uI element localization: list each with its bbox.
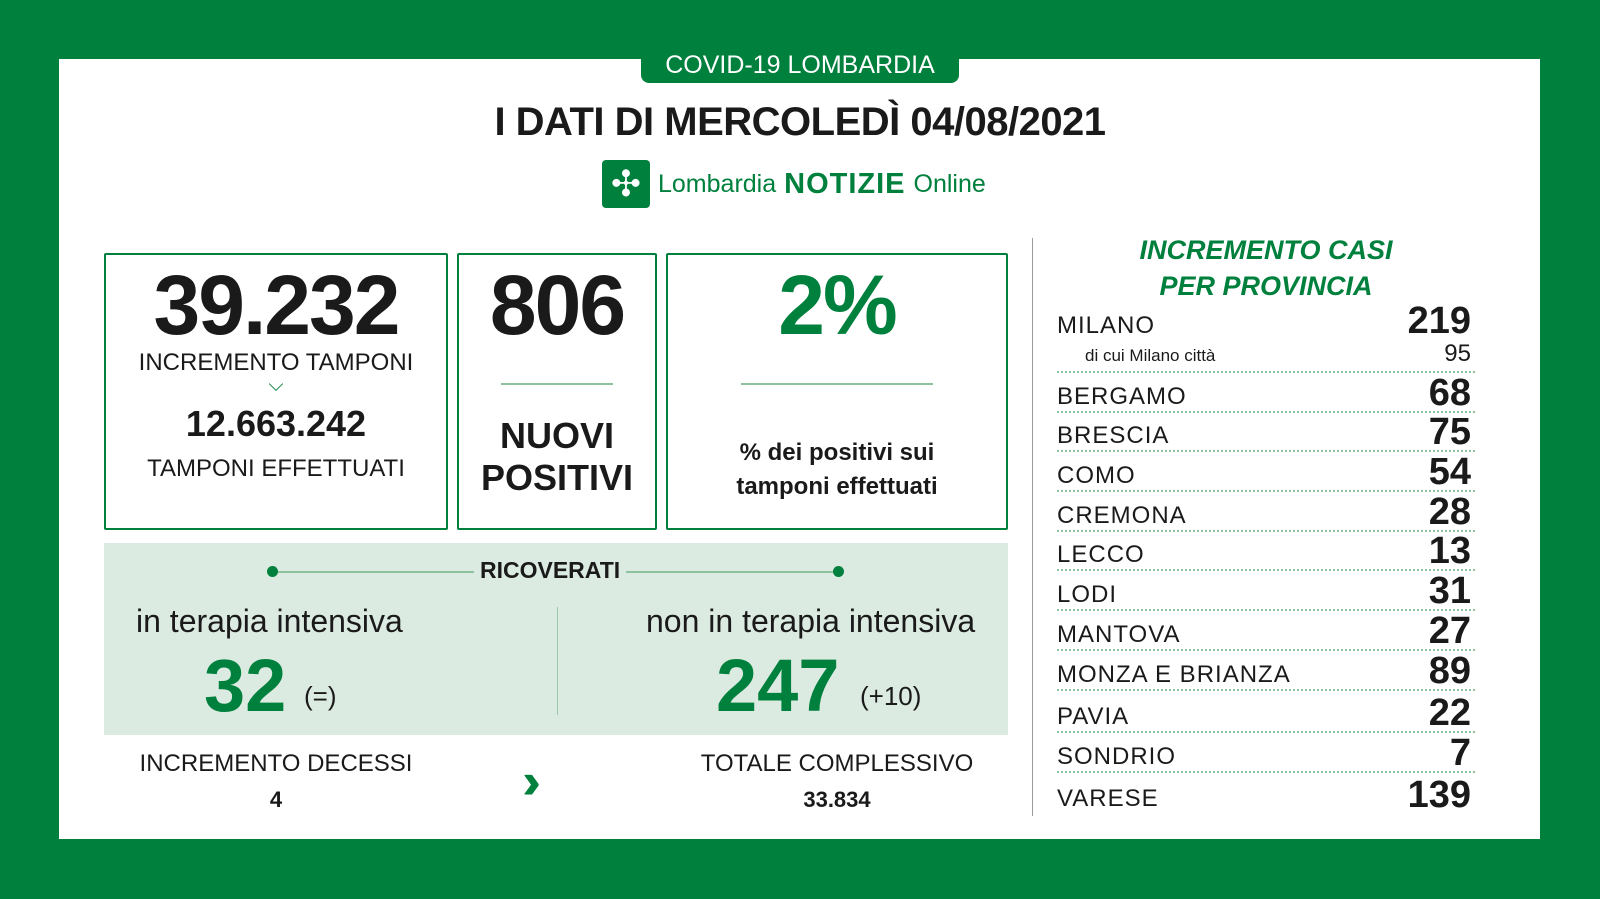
ti-delta: (=) xyxy=(304,681,337,711)
lombardia-rose-icon: ✣ xyxy=(602,160,650,208)
province-value: 54 xyxy=(1428,451,1471,493)
province-row: BRESCIA 75 xyxy=(1057,411,1475,453)
province-name: MILANO xyxy=(1057,312,1156,339)
positivi-label: NUOVI xyxy=(499,415,614,456)
province-value: 68 xyxy=(1428,372,1471,414)
province-name: COMO xyxy=(1057,462,1136,489)
header-tag: COVID-19 LOMBARDIA xyxy=(641,47,959,83)
province-row: LODI 31 xyxy=(1057,570,1475,612)
positivi-value: 806 xyxy=(489,258,626,352)
milano-city-value: 95 xyxy=(1444,340,1471,367)
province-row: MANTOVA 27 xyxy=(1057,610,1475,652)
province-value: 219 xyxy=(1407,300,1471,342)
ti-value: 32 xyxy=(204,644,287,727)
dot-icon xyxy=(833,566,844,577)
province-value: 27 xyxy=(1428,610,1471,652)
province-name: MANTOVA xyxy=(1057,621,1181,648)
province-name: PAVIA xyxy=(1057,703,1130,730)
province-name: LODI xyxy=(1057,581,1118,608)
decessi-label: INCREMENTO DECESSI xyxy=(139,750,413,777)
nti-delta: (+10) xyxy=(860,681,922,711)
percent-label: % dei positivi sui xyxy=(739,439,935,466)
percent-box: 2% % dei positivi sui tamponi effettuati xyxy=(666,253,1008,530)
province-value: 22 xyxy=(1428,692,1471,734)
province-row: LECCO 13 xyxy=(1057,530,1475,572)
logo: ✣ Lombardia NOTIZIE Online xyxy=(602,160,986,208)
province-name: BRESCIA xyxy=(1057,422,1170,449)
province-name: BERGAMO xyxy=(1057,383,1187,410)
chevrons-right-icon: ››› xyxy=(522,753,540,809)
logo-text: Lombardia xyxy=(658,169,777,198)
province-row: BERGAMO 68 xyxy=(1057,372,1475,414)
province-row: PAVIA 22 xyxy=(1057,692,1475,734)
province-value: 13 xyxy=(1428,530,1471,572)
percent-value: 2% xyxy=(778,258,897,352)
tamponi-label: INCREMENTO TAMPONI xyxy=(138,349,414,376)
province-value: 75 xyxy=(1428,411,1471,453)
province-value: 31 xyxy=(1428,570,1471,612)
province-row: MONZA E BRIANZA 89 xyxy=(1057,650,1475,692)
chevron-down-icon: ⌵ xyxy=(268,374,284,396)
province-value: 139 xyxy=(1407,774,1471,816)
decessi-total: 33.834 xyxy=(803,787,871,812)
positivi-box: 806 NUOVI POSITIVI xyxy=(457,253,657,530)
tamponi-box: 39.232 INCREMENTO TAMPONI ⌵ 12.663.242 T… xyxy=(104,253,448,530)
percent-label-2: tamponi effettuati xyxy=(736,473,938,500)
decessi-value: 4 xyxy=(269,787,283,812)
province-name: SONDRIO xyxy=(1057,743,1177,770)
province-value: 7 xyxy=(1449,732,1471,774)
decessi-total-label: TOTALE COMPLESSIVO xyxy=(700,750,974,777)
province-row: VARESE 139 xyxy=(1057,773,1475,816)
divider xyxy=(557,607,558,715)
province-row-milano: MILANO 219 di cui Milano città 95 xyxy=(1057,300,1475,373)
province-title-line2: PER PROVINCIA xyxy=(1159,271,1373,301)
divider xyxy=(1032,238,1033,816)
page-title: I DATI DI MERCOLEDÌ 04/08/2021 xyxy=(494,100,1106,144)
logo-text-online: Online xyxy=(913,169,986,198)
divider xyxy=(501,383,613,385)
nti-label: non in terapia intensiva xyxy=(646,603,976,639)
province-title: INCREMENTO CASI PER PROVINCIA xyxy=(1057,232,1475,304)
milano-city-label: di cui Milano città xyxy=(1085,346,1216,365)
nti-value: 247 xyxy=(716,644,840,727)
tamponi-total: 12.663.242 xyxy=(185,403,367,444)
tamponi-total-label: TAMPONI EFFETTUATI xyxy=(147,455,405,482)
positivi-label-2: POSITIVI xyxy=(480,457,634,498)
province-row: CREMONA 28 xyxy=(1057,491,1475,533)
divider xyxy=(741,383,933,385)
province-value: 28 xyxy=(1428,491,1471,533)
ricoverati-title: RICOVERATI xyxy=(474,557,627,584)
province-name: VARESE xyxy=(1057,785,1159,812)
province-value: 89 xyxy=(1428,650,1471,692)
province-row: COMO 54 xyxy=(1057,451,1475,493)
tamponi-value: 39.232 xyxy=(153,258,401,352)
ti-label: in terapia intensiva xyxy=(136,603,403,639)
province-name: LECCO xyxy=(1057,541,1145,568)
province-row: SONDRIO 7 xyxy=(1057,732,1475,774)
logo-text-bold: NOTIZIE xyxy=(784,167,906,200)
dot-icon xyxy=(267,566,278,577)
province-name: MONZA E BRIANZA xyxy=(1057,661,1291,688)
province-name: CREMONA xyxy=(1057,502,1187,529)
province-title-line1: INCREMENTO CASI xyxy=(1139,235,1393,265)
ricoverati-panel: RICOVERATI in terapia intensiva 32 (=) n… xyxy=(104,543,1008,735)
